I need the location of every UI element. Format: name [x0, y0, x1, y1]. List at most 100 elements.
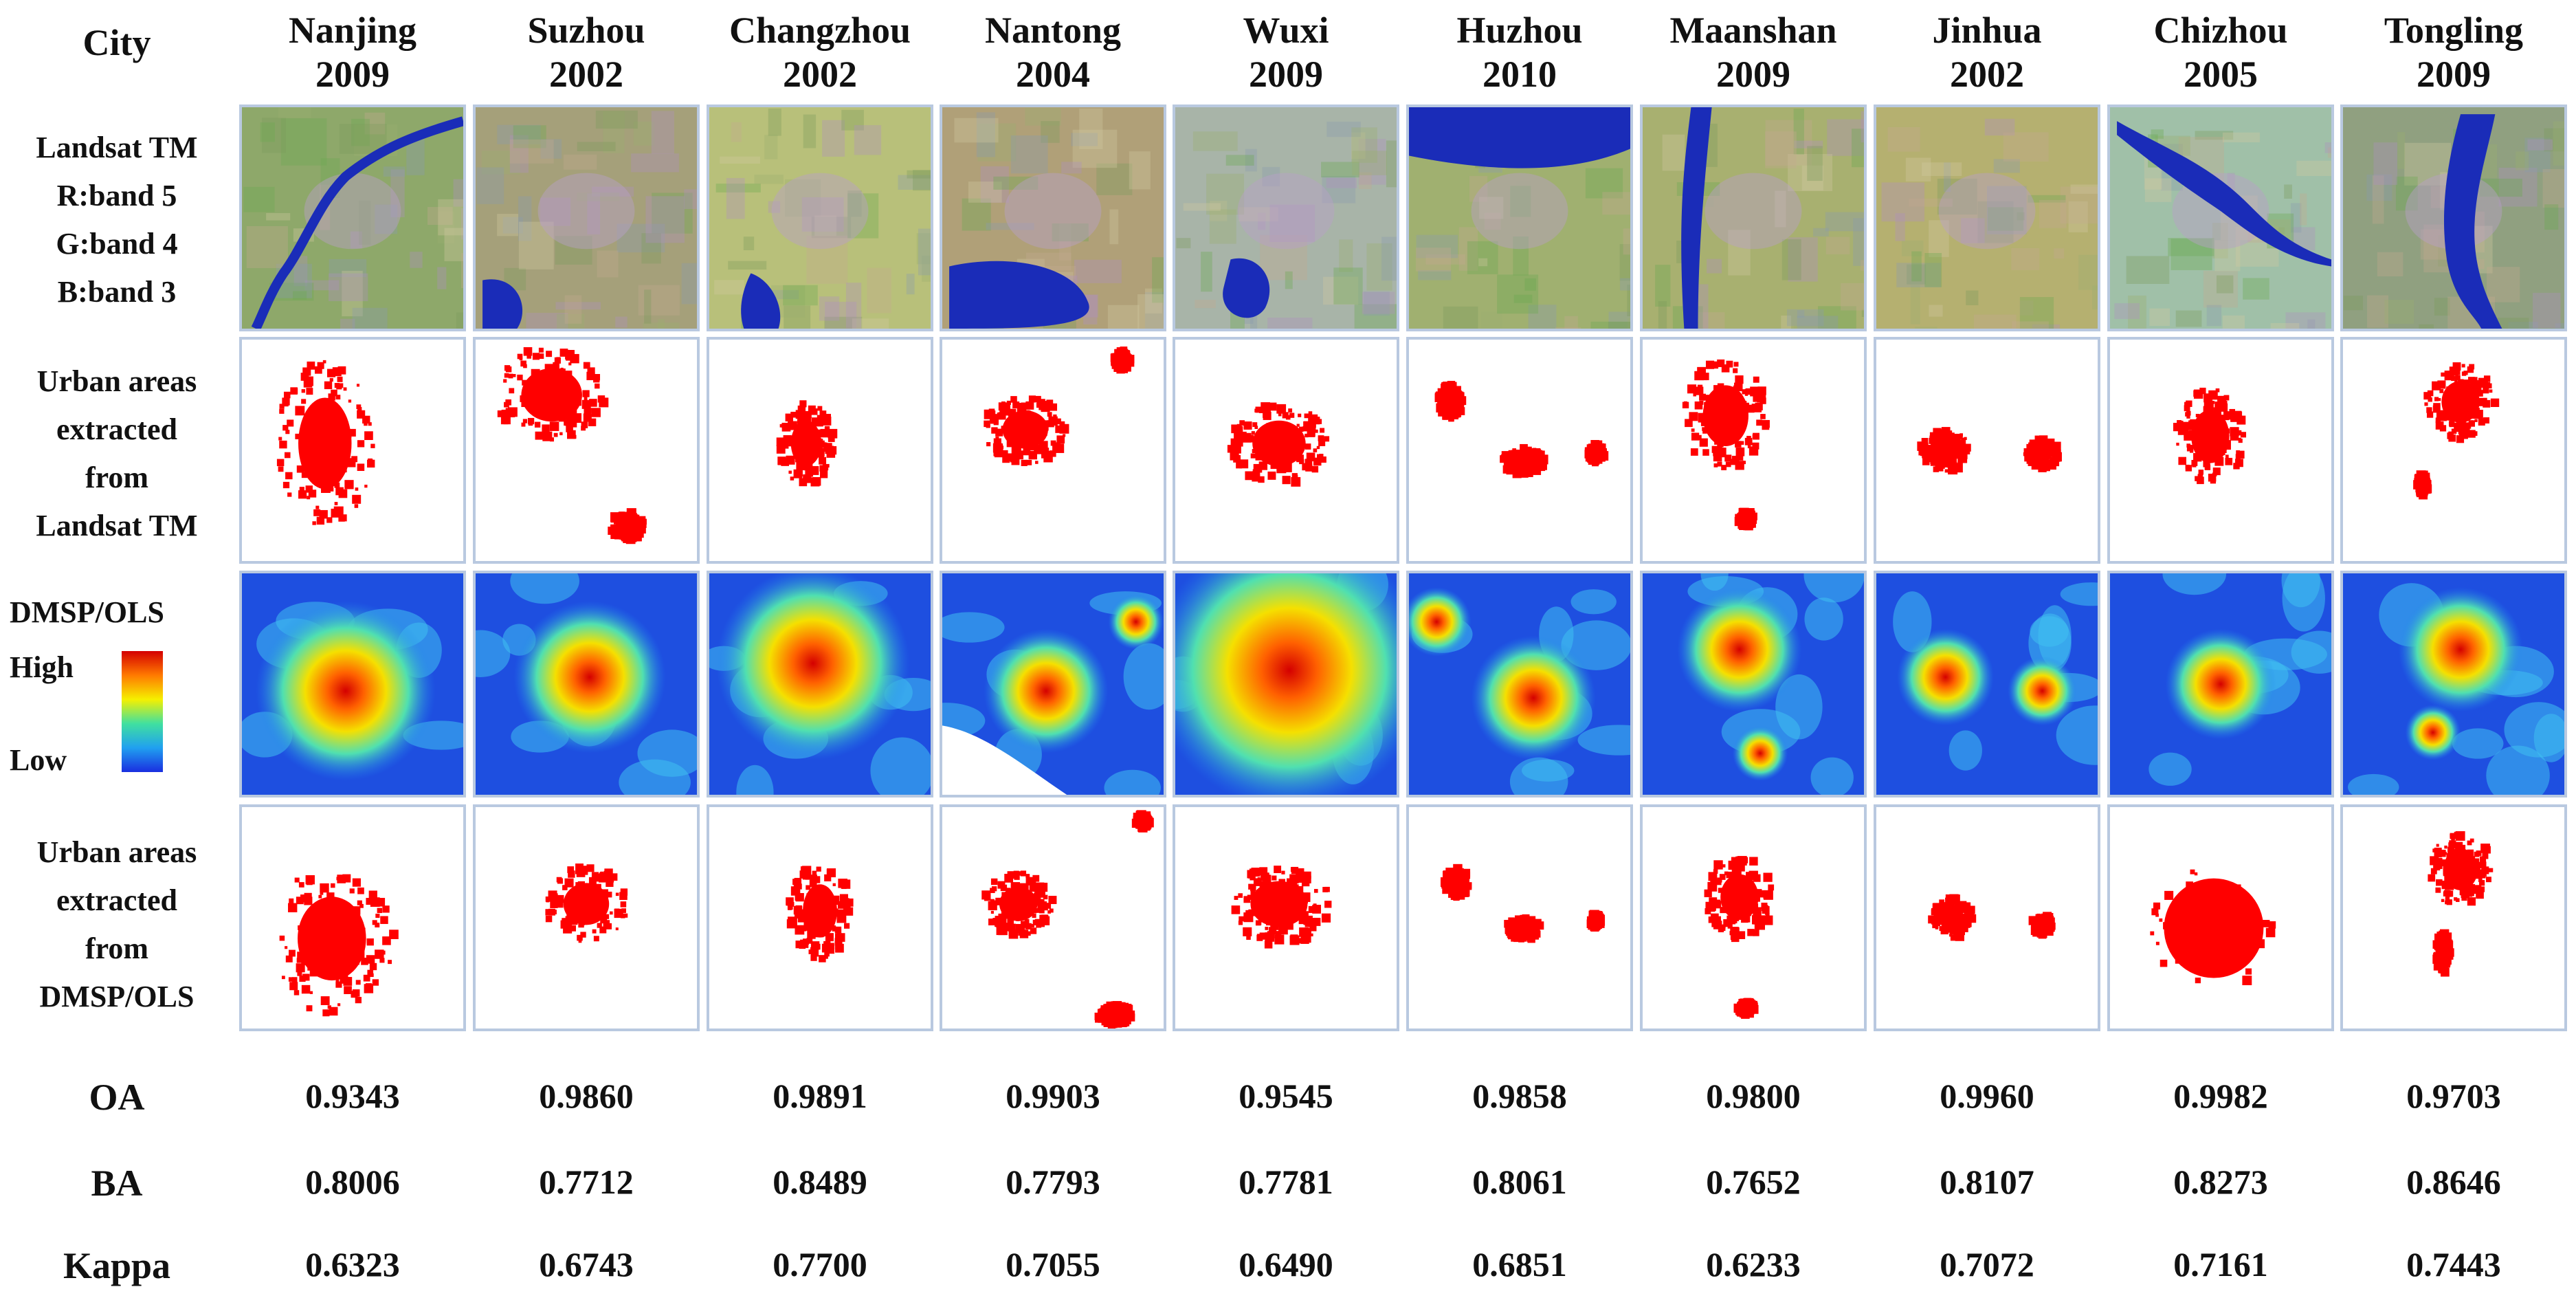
city-header-wuxi: Wuxi 2009: [1173, 8, 1399, 96]
oa-value-tongling: 0.9703: [2406, 1077, 2501, 1115]
city-header-nantong: Nantong 2004: [940, 8, 1166, 96]
urban-tm-label-line: Urban areas: [36, 364, 197, 398]
landsat-row-label: Landsat TM R:band 5 G:band 4 B:band 3: [0, 124, 234, 316]
city-header-changzhou: Changzhou 2002: [707, 8, 933, 96]
dmsp-heatmap-wuxi: [1173, 571, 1399, 798]
oa-value-suzhou: 0.9860: [539, 1077, 634, 1115]
oa-value-nantong: 0.9903: [1006, 1077, 1100, 1115]
landsat-label-line: B:band 3: [57, 275, 177, 309]
city-header-huzhou: Huzhou 2010: [1406, 8, 1633, 96]
city-year: 2002: [783, 54, 857, 95]
city-year: 2010: [1483, 54, 1557, 95]
dmsp-heatmap-chizhou: [2107, 571, 2334, 798]
urban-tm-map-huzhou: [1406, 337, 1633, 564]
dmsp-low-label: Low: [10, 743, 67, 777]
dmsp-heatmap-tongling: [2340, 571, 2567, 798]
urban-tm-map-wuxi: [1173, 337, 1399, 564]
urban-tm-label-line: Landsat TM: [36, 509, 198, 542]
urban-dmsp-map-wuxi: [1173, 804, 1399, 1031]
kappa-label: Kappa: [63, 1245, 171, 1286]
city-year: 2009: [1249, 54, 1323, 95]
urban-tm-map-suzhou: [473, 337, 700, 564]
oa-label: OA: [89, 1077, 145, 1118]
urban-tm-label-line: extracted: [56, 412, 177, 446]
dmsp-colorbar: [120, 650, 164, 773]
urban-dmsp-map-maanshan: [1640, 804, 1867, 1031]
dmsp-heatmap-jinhua: [1874, 571, 2100, 798]
city-header-tongling: Tongling 2009: [2340, 8, 2567, 96]
kappa-value-changzhou: 0.7700: [773, 1245, 867, 1284]
kappa-value-nanjing: 0.6323: [305, 1245, 400, 1284]
urban-tm-map-maanshan: [1640, 337, 1867, 564]
ba-value-tongling: 0.8646: [2406, 1163, 2501, 1201]
city-header-label: City: [82, 22, 151, 63]
urban-tm-row-label: Urban areas extracted from Landsat TM: [0, 358, 234, 550]
urban-dmsp-map-tongling: [2340, 804, 2567, 1031]
city-name: Jinhua: [1932, 10, 2042, 51]
city-header-chizhou: Chizhou 2005: [2107, 8, 2334, 96]
urban-tm-map-jinhua: [1874, 337, 2100, 564]
city-year: 2009: [2417, 54, 2491, 95]
city-name: Tongling: [2384, 10, 2524, 51]
urban-dmsp-row-label: Urban areas extracted from DMSP/OLS: [0, 828, 234, 1021]
urban-tm-map-nantong: [940, 337, 1166, 564]
oa-value-nanjing: 0.9343: [305, 1077, 400, 1115]
landsat-thumbnail-wuxi: [1173, 104, 1399, 331]
kappa-value-suzhou: 0.6743: [539, 1245, 634, 1284]
landsat-thumbnail-nantong: [940, 104, 1166, 331]
oa-value-wuxi: 0.9545: [1239, 1077, 1333, 1115]
landsat-thumbnail-huzhou: [1406, 104, 1633, 331]
city-year: 2002: [549, 54, 623, 95]
landsat-thumbnail-nanjing: [239, 104, 466, 331]
city-name: Nanjing: [288, 10, 417, 51]
kappa-value-chizhou: 0.7161: [2173, 1245, 2268, 1284]
kappa-value-maanshan: 0.6233: [1706, 1245, 1801, 1284]
ba-value-wuxi: 0.7781: [1239, 1163, 1333, 1201]
landsat-label-line: R:band 5: [56, 179, 177, 212]
kappa-value-jinhua: 0.7072: [1940, 1245, 2034, 1284]
city-name: Wuxi: [1243, 10, 1329, 51]
kappa-value-tongling: 0.7443: [2406, 1245, 2501, 1284]
landsat-thumbnail-suzhou: [473, 104, 700, 331]
urban-dmsp-label-line: from: [85, 932, 149, 965]
ba-value-suzhou: 0.7712: [539, 1163, 634, 1201]
urban-dmsp-map-suzhou: [473, 804, 700, 1031]
dmsp-heatmap-nanjing: [239, 571, 466, 798]
ba-value-huzhou: 0.8061: [1472, 1163, 1567, 1201]
urban-dmsp-label-line: Urban areas: [36, 835, 197, 869]
city-name: Huzhou: [1456, 10, 1583, 51]
city-header-suzhou: Suzhou 2002: [473, 8, 700, 96]
kappa-value-wuxi: 0.6490: [1239, 1245, 1333, 1284]
urban-dmsp-map-huzhou: [1406, 804, 1633, 1031]
landsat-label-line: G:band 4: [56, 227, 178, 261]
city-name: Changzhou: [729, 10, 911, 51]
oa-value-maanshan: 0.9800: [1706, 1077, 1801, 1115]
dmsp-row-label: DMSP/OLS: [10, 595, 164, 629]
urban-dmsp-map-jinhua: [1874, 804, 2100, 1031]
dmsp-heatmap-nantong: [940, 571, 1166, 798]
ba-value-nanjing: 0.8006: [305, 1163, 400, 1201]
ba-label: BA: [91, 1163, 143, 1204]
ba-value-maanshan: 0.7652: [1706, 1163, 1801, 1201]
city-year: 2004: [1016, 54, 1090, 95]
dmsp-heatmap-maanshan: [1640, 571, 1867, 798]
city-name: Suzhou: [527, 10, 645, 51]
landsat-thumbnail-jinhua: [1874, 104, 2100, 331]
dmsp-heatmap-suzhou: [473, 571, 700, 798]
landsat-thumbnail-maanshan: [1640, 104, 1867, 331]
city-header-maanshan: Maanshan 2009: [1640, 8, 1867, 96]
dmsp-heatmap-huzhou: [1406, 571, 1633, 798]
city-year: 2009: [315, 54, 390, 95]
urban-tm-map-changzhou: [707, 337, 933, 564]
oa-value-huzhou: 0.9858: [1472, 1077, 1567, 1115]
city-name: Chizhou: [2153, 10, 2288, 51]
oa-value-jinhua: 0.9960: [1940, 1077, 2034, 1115]
urban-dmsp-label-line: DMSP/OLS: [39, 980, 195, 1013]
urban-tm-map-tongling: [2340, 337, 2567, 564]
urban-tm-label-line: from: [85, 461, 149, 494]
urban-dmsp-map-changzhou: [707, 804, 933, 1031]
urban-dmsp-map-chizhou: [2107, 804, 2334, 1031]
urban-dmsp-map-nanjing: [239, 804, 466, 1031]
city-year: 2005: [2184, 54, 2258, 95]
kappa-value-huzhou: 0.6851: [1472, 1245, 1567, 1284]
